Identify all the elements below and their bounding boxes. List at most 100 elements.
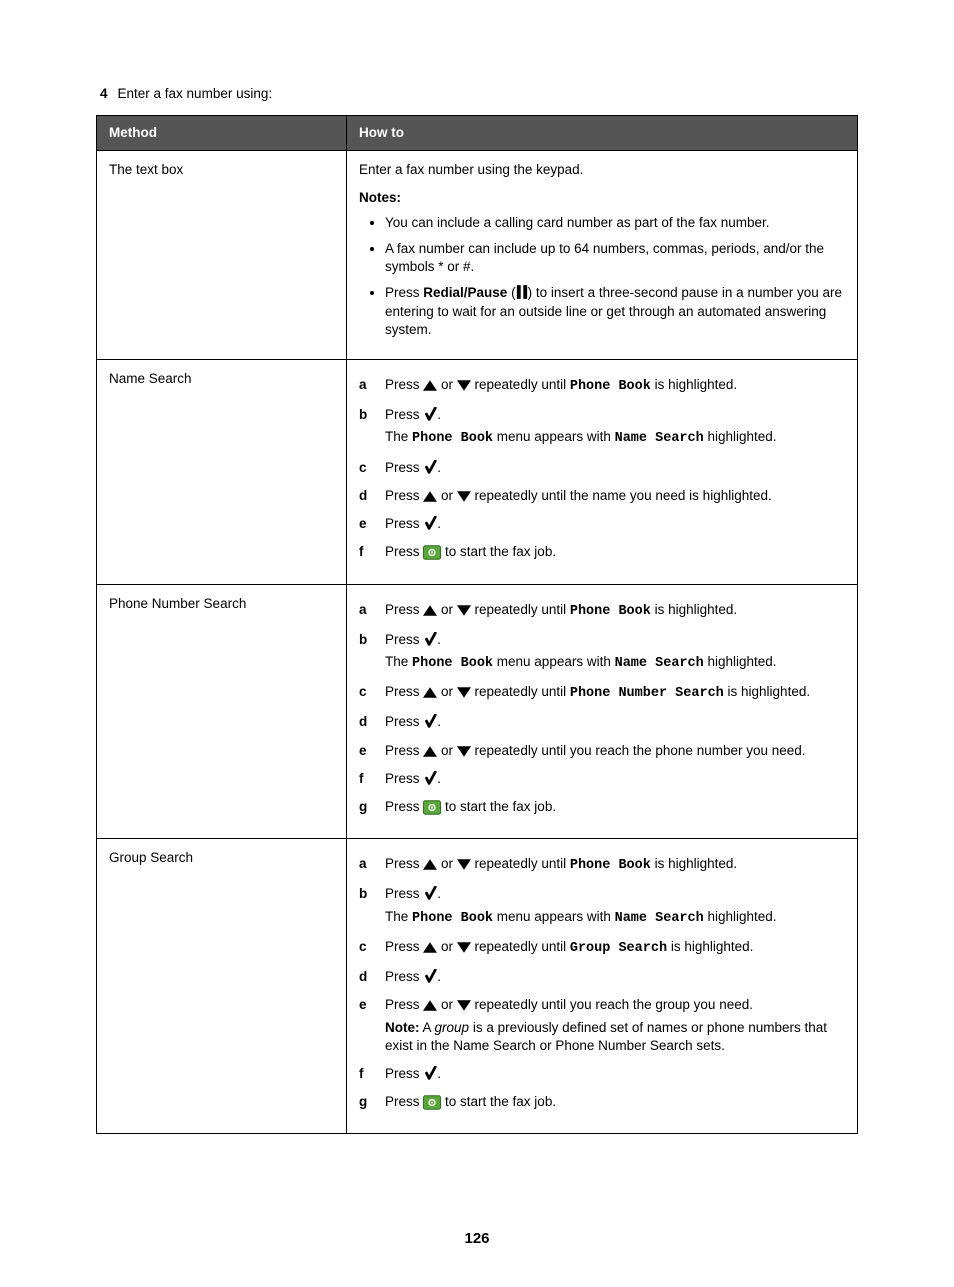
menu-name: Phone Book <box>412 656 493 671</box>
step-letter: b <box>359 631 373 673</box>
text: or <box>437 684 457 699</box>
start-button-icon <box>423 545 441 560</box>
howto-cell: aPress or repeatedly until Phone Book is… <box>347 584 858 839</box>
step-item: fPress . <box>359 1065 845 1083</box>
text: or <box>437 856 457 871</box>
check-icon <box>423 1066 437 1082</box>
howto-cell: Enter a fax number using the keypad. Not… <box>347 151 858 360</box>
step-body: Press to start the fax job. <box>385 798 845 816</box>
step-letter: b <box>359 885 373 927</box>
text: Press <box>385 632 423 647</box>
step-item: cPress or repeatedly until Phone Number … <box>359 683 845 703</box>
text: is highlighted. <box>651 377 737 392</box>
text: repeatedly until the name you need is hi… <box>471 488 772 503</box>
menu-name: Name Search <box>615 656 704 671</box>
text: The <box>385 429 412 444</box>
menu-name: Phone Book <box>412 911 493 926</box>
text: highlighted. <box>704 429 777 444</box>
menu-name: Phone Book <box>570 604 651 619</box>
start-button-icon <box>423 800 441 815</box>
start-button-icon <box>423 1095 441 1110</box>
sub-text: The Phone Book menu appears with Name Se… <box>385 908 845 928</box>
step-item: fPress . <box>359 770 845 788</box>
menu-name: Group Search <box>570 941 667 956</box>
check-icon <box>423 771 437 787</box>
text: Press <box>385 460 423 475</box>
text: to start the fax job. <box>441 1094 556 1109</box>
text: Press <box>385 285 423 300</box>
text: . <box>437 1066 441 1081</box>
step-letter: f <box>359 543 373 561</box>
text: repeatedly until <box>471 856 570 871</box>
step-letter: g <box>359 798 373 816</box>
text: Press <box>385 939 423 954</box>
col-method: Method <box>97 116 347 151</box>
text: menu appears with <box>493 654 615 669</box>
sub-text: The Phone Book menu appears with Name Se… <box>385 653 845 673</box>
text: Press <box>385 407 423 422</box>
down-arrow-icon <box>457 380 471 391</box>
text: Press <box>385 799 423 814</box>
text: Press <box>385 377 423 392</box>
step-letter: g <box>359 1093 373 1111</box>
up-arrow-icon <box>423 380 437 391</box>
text: The <box>385 654 412 669</box>
notes-label: Notes: <box>359 189 845 207</box>
howto-cell: aPress or repeatedly until Phone Book is… <box>347 839 858 1134</box>
menu-name: Phone Number Search <box>570 686 724 701</box>
step-letter: c <box>359 938 373 958</box>
text: Press <box>385 771 423 786</box>
step-body: Press or repeatedly until Phone Book is … <box>385 601 845 621</box>
step-letter: d <box>359 968 373 986</box>
step-item: cPress or repeatedly until Group Search … <box>359 938 845 958</box>
step-item: g Press to start the fax job. <box>359 1093 845 1111</box>
step-item: d Press . <box>359 968 845 986</box>
table-row: The text box Enter a fax number using th… <box>97 151 858 360</box>
up-arrow-icon <box>423 605 437 616</box>
howto-cell: aPress or repeatedly until Phone Book is… <box>347 359 858 584</box>
text: repeatedly until <box>471 939 570 954</box>
lead-text: Enter a fax number using the keypad. <box>359 161 845 179</box>
step-body: Press or repeatedly until Phone Book is … <box>385 855 845 875</box>
up-arrow-icon <box>423 1000 437 1011</box>
text: group <box>435 1020 470 1035</box>
step-body: Press or repeatedly until you reach the … <box>385 996 845 1055</box>
step-item: dPress . <box>359 713 845 731</box>
text: Press <box>385 544 423 559</box>
text: to start the fax job. <box>441 799 556 814</box>
pause-icon <box>516 285 528 299</box>
step-item: aPress or repeatedly until Phone Book is… <box>359 601 845 621</box>
table-header-row: Method How to <box>97 116 858 151</box>
text: menu appears with <box>493 429 615 444</box>
step-body: Press . <box>385 1065 845 1083</box>
step-letter: f <box>359 770 373 788</box>
intro-text: Enter a fax number using: <box>118 86 273 101</box>
text: Press <box>385 1094 423 1109</box>
text: Press <box>385 969 423 984</box>
text: or <box>437 743 457 758</box>
text: . <box>437 886 441 901</box>
step-item: bPress .The Phone Book menu appears with… <box>359 885 845 927</box>
steps-list: aPress or repeatedly until Phone Book is… <box>359 855 845 1111</box>
step-letter: e <box>359 742 373 760</box>
text: ( <box>507 285 515 300</box>
text: to start the fax job. <box>441 544 556 559</box>
step-body: Press or repeatedly until you reach the … <box>385 742 845 760</box>
sub-text: The Phone Book menu appears with Name Se… <box>385 428 845 448</box>
text: . <box>437 516 441 531</box>
check-icon <box>423 516 437 532</box>
text: . <box>437 969 441 984</box>
text: repeatedly until <box>471 684 570 699</box>
text: A <box>420 1020 435 1035</box>
step-letter: e <box>359 515 373 533</box>
step-letter: b <box>359 406 373 448</box>
step-letter: c <box>359 683 373 703</box>
text: ) <box>528 285 536 300</box>
step-item: e Press or repeatedly until you reach the… <box>359 742 845 760</box>
text: Press <box>385 516 423 531</box>
text: repeatedly until <box>471 377 570 392</box>
down-arrow-icon <box>457 687 471 698</box>
text: . <box>437 714 441 729</box>
step-body: Press . <box>385 515 845 533</box>
notes-list: You can include a calling card number as… <box>359 214 845 339</box>
